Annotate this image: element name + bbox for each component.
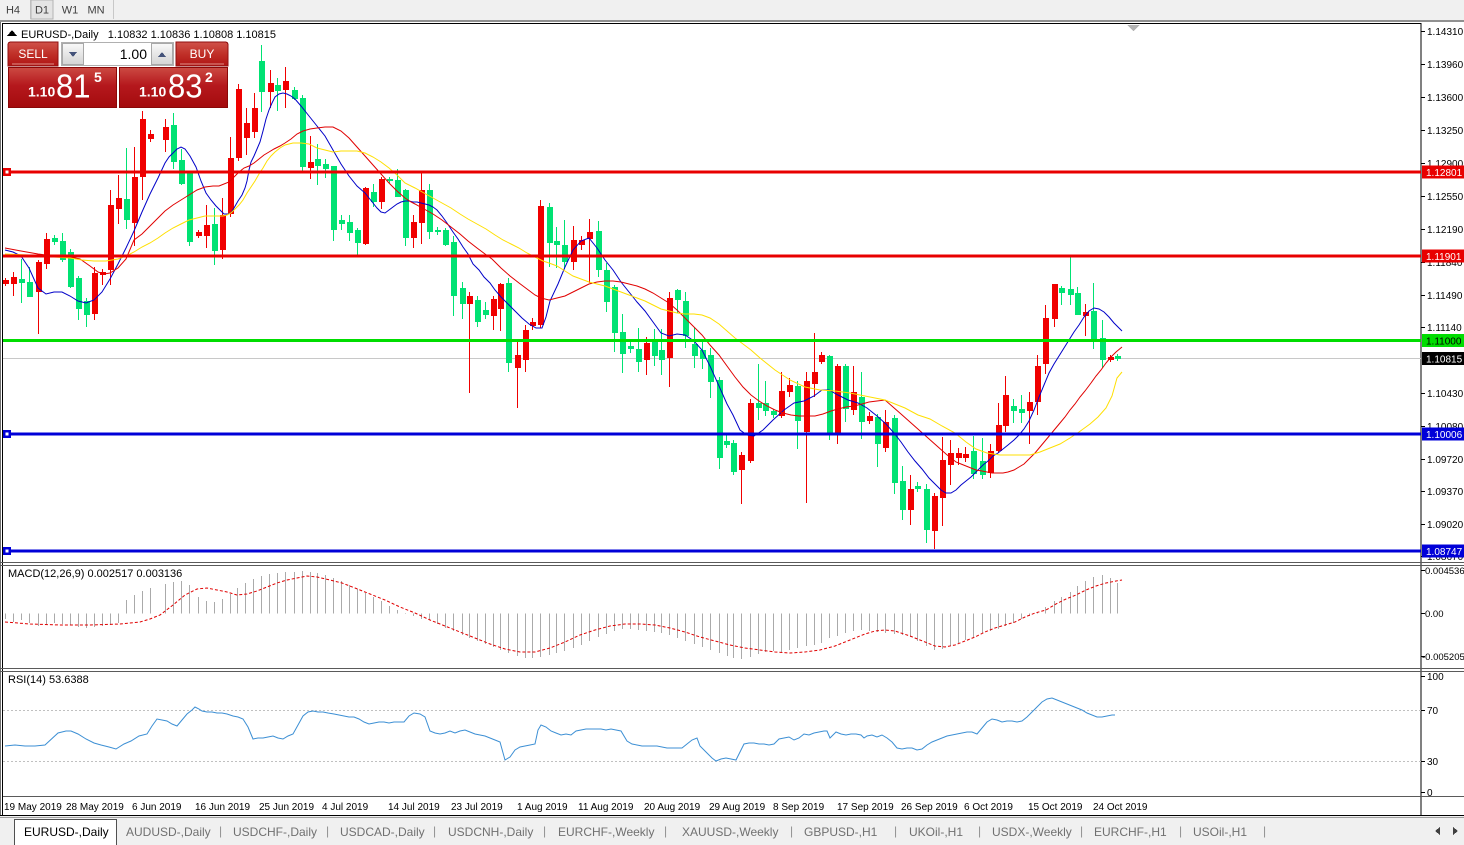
svg-text:15 Oct 2019: 15 Oct 2019 [1028, 802, 1083, 813]
svg-text:MACD(12,26,9) 0.002517 0.00313: MACD(12,26,9) 0.002517 0.003136 [8, 568, 182, 580]
svg-text:30: 30 [1427, 757, 1439, 768]
svg-text:EURCHF-,Weekly: EURCHF-,Weekly [558, 825, 654, 839]
svg-text:70: 70 [1427, 706, 1439, 717]
svg-text:1.13600: 1.13600 [1427, 93, 1464, 104]
svg-text:24 Oct 2019: 24 Oct 2019 [1093, 802, 1148, 813]
svg-text:|: | [326, 824, 329, 838]
svg-text:1.11901: 1.11901 [1426, 252, 1462, 263]
svg-text:25 Jun 2019: 25 Jun 2019 [259, 802, 314, 813]
svg-text:|: | [543, 824, 546, 838]
svg-text:W1: W1 [62, 5, 79, 17]
svg-text:EURUSD-,Daily 1.10832 1.1083: EURUSD-,Daily 1.10832 1.10836 1.10808 1.… [21, 29, 276, 41]
svg-text:1.09020: 1.09020 [1427, 520, 1464, 531]
svg-text:0.00: 0.00 [1425, 609, 1444, 620]
svg-text:1.10006: 1.10006 [1426, 430, 1463, 441]
svg-text:1.12900: 1.12900 [1427, 159, 1464, 170]
svg-text:UKOil-,H1: UKOil-,H1 [909, 825, 963, 839]
svg-text:0: 0 [1427, 788, 1433, 799]
svg-text:26 Sep 2019: 26 Sep 2019 [901, 802, 958, 813]
svg-text:1 Aug 2019: 1 Aug 2019 [517, 802, 568, 813]
svg-text:1.11490: 1.11490 [1427, 291, 1463, 302]
svg-text:MN: MN [87, 5, 104, 17]
svg-text:1.10: 1.10 [28, 84, 55, 100]
svg-text:|: | [1080, 824, 1083, 838]
svg-text:1.10815: 1.10815 [1426, 355, 1463, 366]
svg-text:EURUSD-,Daily: EURUSD-,Daily [24, 825, 109, 839]
svg-text:23 Jul 2019: 23 Jul 2019 [451, 802, 503, 813]
svg-text:83: 83 [168, 68, 203, 105]
svg-text:4 Jul 2019: 4 Jul 2019 [322, 802, 369, 813]
svg-text:28 May 2019: 28 May 2019 [66, 802, 124, 813]
svg-text:D1: D1 [35, 5, 49, 17]
svg-text:1.13960: 1.13960 [1427, 60, 1464, 71]
svg-text:19 May 2019: 19 May 2019 [4, 802, 62, 813]
svg-text:H4: H4 [6, 5, 20, 17]
svg-text:-0.005205: -0.005205 [1422, 652, 1464, 663]
svg-text:|: | [790, 824, 793, 838]
svg-text:1.11000: 1.11000 [1426, 337, 1462, 348]
svg-text:5: 5 [94, 69, 102, 85]
svg-text:|: | [433, 824, 436, 838]
svg-text:USDX-,Weekly: USDX-,Weekly [992, 825, 1072, 839]
svg-text:USDCNH-,Daily: USDCNH-,Daily [448, 825, 533, 839]
svg-text:1.11840: 1.11840 [1427, 258, 1463, 269]
svg-text:20 Aug 2019: 20 Aug 2019 [644, 802, 701, 813]
svg-text:USDCAD-,Daily: USDCAD-,Daily [340, 825, 425, 839]
svg-text:8 Sep 2019: 8 Sep 2019 [773, 802, 825, 813]
svg-text:AUDUSD-,Daily: AUDUSD-,Daily [126, 825, 211, 839]
svg-text:USDCHF-,Daily: USDCHF-,Daily [233, 825, 317, 839]
svg-text:1.12190: 1.12190 [1427, 225, 1464, 236]
svg-text:|: | [1263, 824, 1266, 838]
svg-text:1.11140: 1.11140 [1427, 323, 1462, 334]
svg-text:81: 81 [56, 68, 91, 105]
svg-text:GBPUSD-,H1: GBPUSD-,H1 [804, 825, 878, 839]
svg-text:2: 2 [205, 69, 213, 85]
svg-text:|: | [219, 824, 222, 838]
svg-text:1.09370: 1.09370 [1427, 487, 1464, 498]
svg-text:1.13250: 1.13250 [1427, 126, 1464, 137]
svg-text:17 Sep 2019: 17 Sep 2019 [837, 802, 894, 813]
svg-text:1.10: 1.10 [139, 84, 166, 100]
svg-text:1.08747: 1.08747 [1426, 547, 1463, 558]
svg-text:1.12550: 1.12550 [1427, 192, 1464, 203]
svg-text:14 Jul 2019: 14 Jul 2019 [388, 802, 440, 813]
svg-text:XAUUSD-,Weekly: XAUUSD-,Weekly [682, 825, 778, 839]
svg-text:6 Jun 2019: 6 Jun 2019 [132, 802, 182, 813]
svg-text:1.14310: 1.14310 [1427, 27, 1464, 38]
svg-text:1.10430: 1.10430 [1427, 389, 1464, 400]
svg-text:0.004536: 0.004536 [1425, 566, 1464, 577]
svg-text:1.12801: 1.12801 [1426, 168, 1463, 179]
svg-text:16 Jun 2019: 16 Jun 2019 [195, 802, 250, 813]
svg-text:BUY: BUY [190, 47, 215, 61]
svg-text:6 Oct 2019: 6 Oct 2019 [964, 802, 1013, 813]
svg-text:RSI(14) 53.6388: RSI(14) 53.6388 [8, 674, 89, 686]
svg-text:1.09720: 1.09720 [1427, 455, 1464, 466]
svg-text:100: 100 [1427, 672, 1444, 683]
svg-text:29 Aug 2019: 29 Aug 2019 [709, 802, 766, 813]
svg-text:11 Aug 2019: 11 Aug 2019 [578, 802, 634, 813]
svg-text:|: | [978, 824, 981, 838]
svg-text:|: | [1179, 824, 1182, 838]
svg-text:|: | [664, 824, 667, 838]
svg-text:|: | [894, 824, 897, 838]
svg-text:SELL: SELL [18, 47, 48, 61]
svg-text:1.00: 1.00 [120, 46, 147, 62]
svg-text:EURCHF-,H1: EURCHF-,H1 [1094, 825, 1167, 839]
svg-text:USOil-,H1: USOil-,H1 [1193, 825, 1247, 839]
